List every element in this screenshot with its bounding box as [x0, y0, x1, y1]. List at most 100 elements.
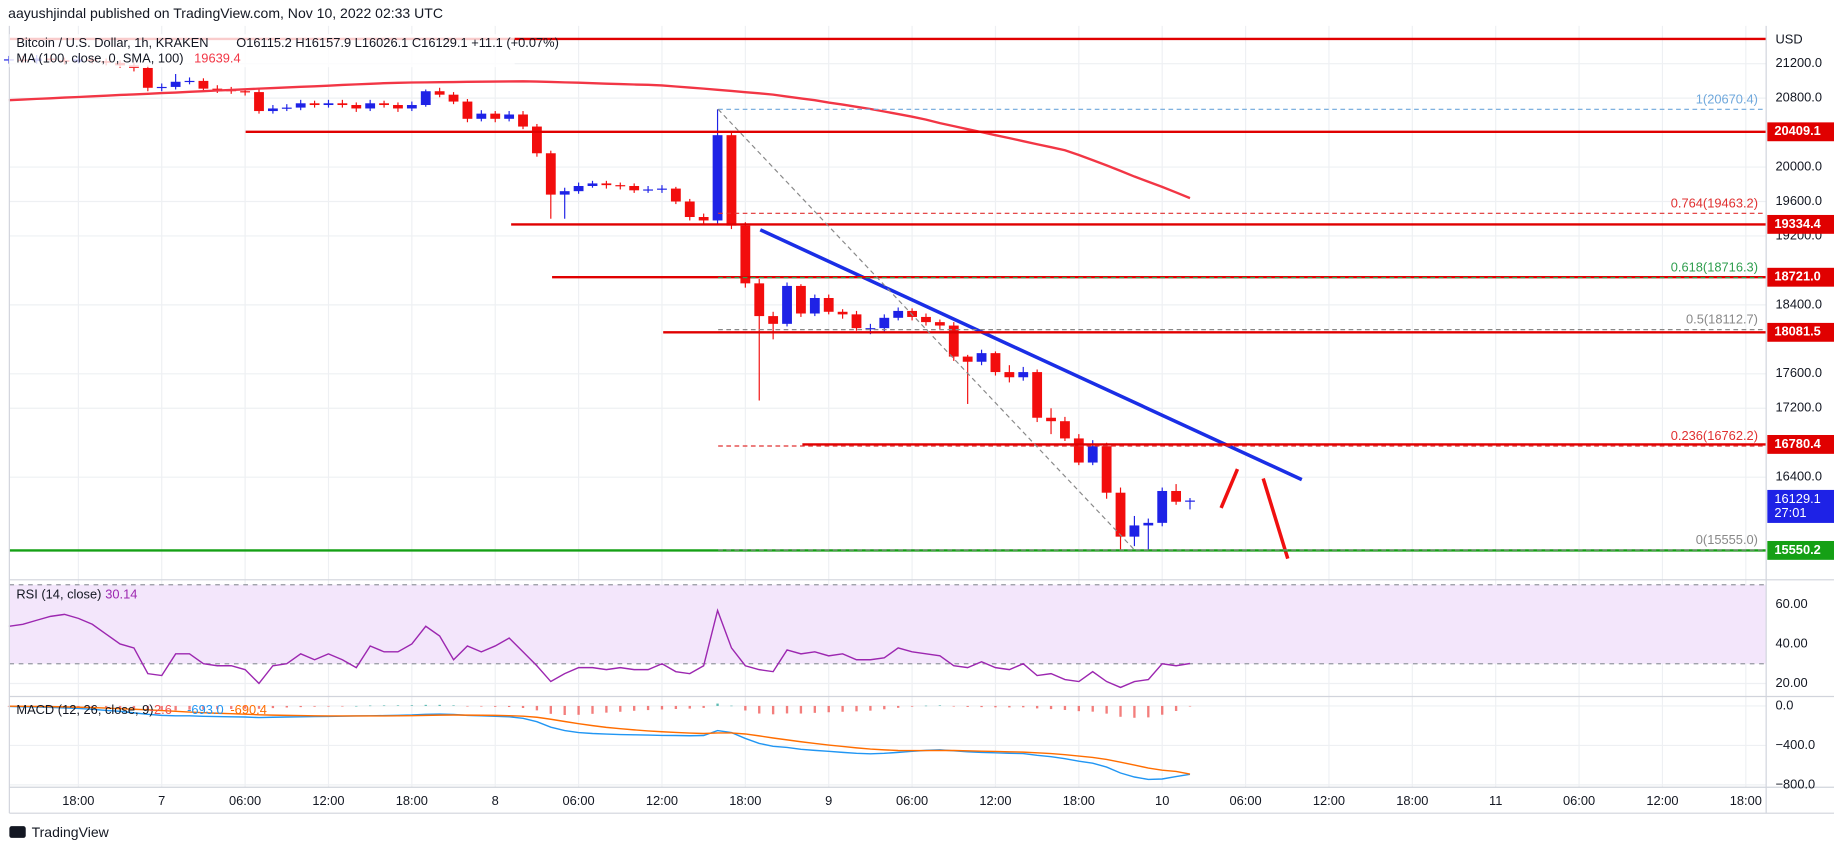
candle-body: [1115, 492, 1126, 537]
candle-body: [1046, 417, 1056, 422]
candle-body: [365, 103, 376, 109]
x-tick-label: 18:00: [1730, 793, 1762, 808]
candle-body: [1073, 438, 1084, 463]
level-price-label: 16780.4: [1774, 436, 1821, 451]
macd-hist-bar: [688, 705, 691, 709]
macd-hist-bar: [910, 705, 914, 707]
candle-body: [1143, 522, 1154, 526]
macd-hist-bar: [1035, 705, 1039, 709]
candle-body: [823, 297, 834, 312]
macd-hist-bar: [702, 705, 705, 708]
x-tick-label: 9: [825, 793, 832, 808]
macd-hist-bar: [285, 705, 288, 708]
signal-line: [8, 705, 1191, 775]
footer: TradingView: [32, 824, 110, 840]
macd-hist-bar: [382, 705, 386, 707]
candle-body: [559, 191, 570, 195]
macd-hist-bar: [633, 705, 636, 711]
candle-body: [462, 101, 473, 119]
candle-body: [490, 113, 501, 119]
candle-body: [1171, 490, 1182, 502]
macd-hist-bar: [146, 705, 150, 711]
candle-body: [434, 91, 445, 95]
candle-body: [990, 353, 1001, 373]
macd-hist-bar: [1008, 705, 1011, 708]
macd-hist-bar: [966, 705, 969, 707]
macd-hist-bar: [396, 705, 400, 706]
x-tick-label: 7: [158, 793, 165, 808]
publisher: aayushjindal published on TradingView.co…: [8, 5, 443, 21]
macd-hist-bar: [1091, 705, 1094, 712]
fib-label: 0(15555.0): [1696, 532, 1758, 547]
x-tick-label: 06:00: [896, 793, 928, 808]
level-price-box: [1767, 214, 1834, 234]
rsi-tick-label: 20.00: [1776, 675, 1808, 690]
macd-hist-bar: [619, 705, 622, 712]
logo: TradingView: [9, 824, 110, 840]
macd-hist-bar: [243, 705, 247, 709]
macd-hist-bar: [104, 705, 108, 709]
level-price-box: [1767, 540, 1834, 560]
macd-hist-bar: [188, 705, 191, 710]
x-tick-label: 12:00: [312, 793, 344, 808]
level-price-box: [1767, 267, 1834, 287]
macd-hist-bar: [716, 703, 719, 706]
candle-body: [976, 353, 987, 362]
fib-label: 0.236(16762.2): [1671, 428, 1758, 443]
candle-body: [406, 105, 417, 109]
macd-hist-bar: [452, 705, 455, 706]
y-tick-label: 20800.0: [1776, 89, 1822, 104]
candle-body: [601, 183, 612, 186]
candle-body: [170, 81, 181, 87]
macd-value: -693.0: [187, 702, 223, 717]
candle-body: [1004, 372, 1015, 378]
macd-hist-bar: [507, 705, 511, 708]
x-tick-label: 18:00: [1396, 793, 1428, 808]
macd-hist-bar: [1105, 705, 1108, 714]
candle-body: [865, 328, 876, 330]
candle-body: [156, 86, 167, 89]
fib-trend: [717, 108, 1135, 551]
candle-body: [281, 107, 292, 109]
level-price-label: 18081.5: [1774, 324, 1820, 339]
level-price-box: [1767, 122, 1834, 142]
arrow-up: [1219, 468, 1240, 509]
candle-body: [198, 80, 209, 89]
macd-hist-bar: [535, 705, 539, 711]
candle-body: [948, 325, 959, 357]
macd-hist-bar: [924, 705, 928, 707]
macd-hist-bar: [897, 705, 900, 708]
x-tick-label: 06:00: [563, 793, 595, 808]
macd-hist-value: -2.6: [150, 702, 172, 717]
macd-hist-bar: [313, 705, 316, 707]
macd-hist-bar: [271, 705, 275, 709]
labels: Bitcoin / U.S. Dollar, 1h, KRAKEN O16115…: [9, 31, 1834, 840]
candle-body: [420, 91, 431, 106]
rsi-legend: RSI (14, close): [16, 587, 101, 602]
panels: [9, 584, 1767, 665]
macd-hist-bar: [605, 705, 608, 713]
macd-hist-bar: [355, 705, 358, 707]
candle-body: [712, 135, 723, 221]
candle-body: [934, 322, 945, 326]
x-tick-label: 06:00: [1229, 793, 1261, 808]
macd-hist-bar: [368, 705, 372, 707]
candle-body: [587, 183, 598, 186]
macd-tick-label: −800.0: [1776, 776, 1816, 791]
macd-legend: MACD (12, 26, close, 9): [16, 702, 153, 717]
candle-body: [809, 297, 820, 314]
macd-hist-bar: [1147, 705, 1150, 718]
macd-hist-bar: [230, 705, 233, 709]
macd-line: [8, 705, 1191, 781]
frame: [8, 25, 1834, 814]
candle-body: [532, 126, 542, 154]
candle-body: [1060, 421, 1070, 439]
macd-hist-bar: [327, 705, 330, 707]
arrow-down: [1261, 477, 1290, 560]
candle-body: [851, 314, 862, 329]
last-price-label: 16129.1: [1774, 491, 1820, 506]
candle-body: [879, 317, 890, 329]
macd-hist-bar: [938, 705, 942, 706]
macd-hist-bar: [869, 705, 872, 711]
candle-body: [615, 185, 626, 187]
